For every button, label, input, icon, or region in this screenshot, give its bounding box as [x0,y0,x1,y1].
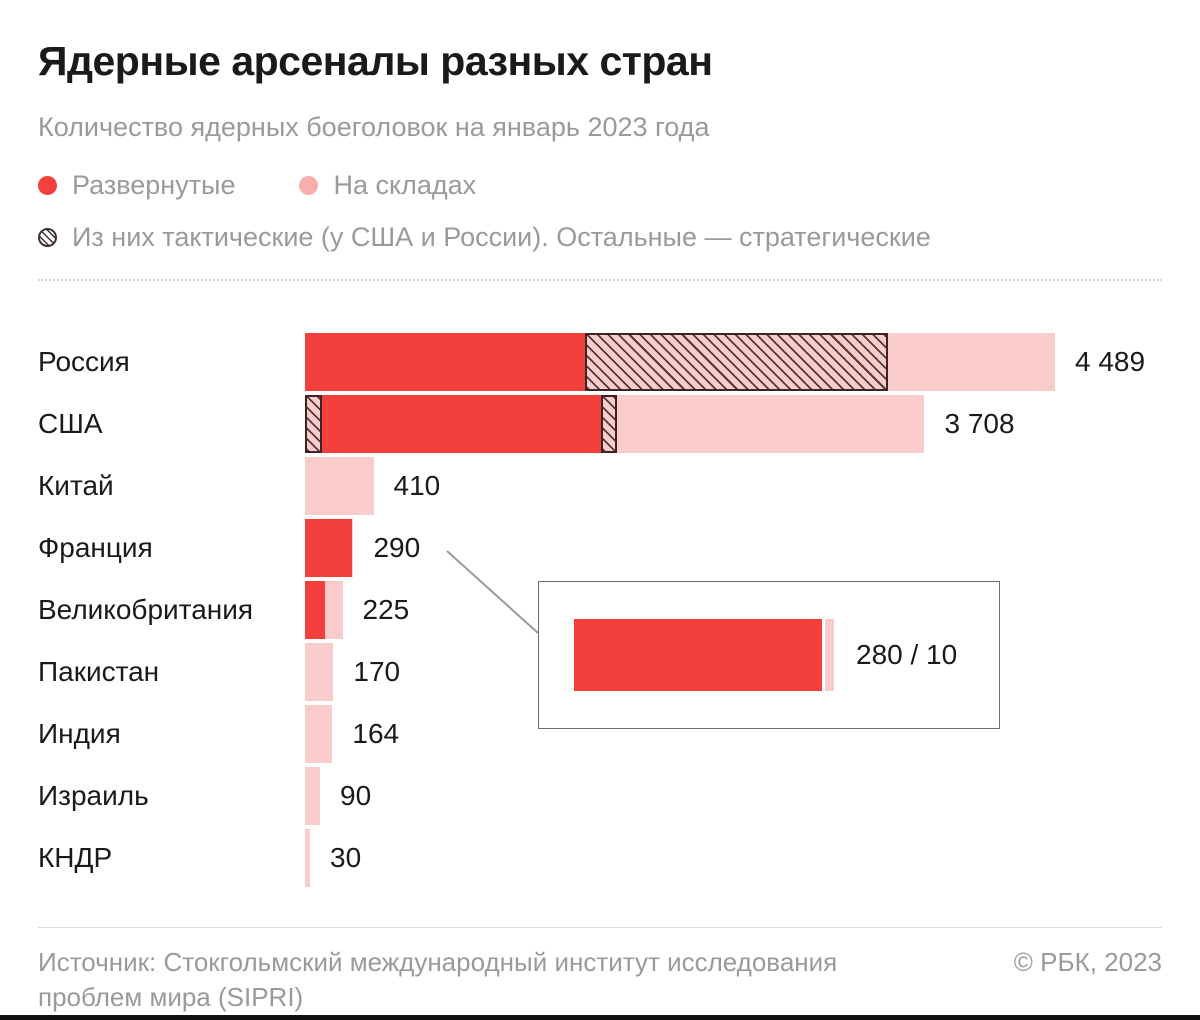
page-title: Ядерные арсеналы разных стран [38,38,713,84]
chart-rows: Россия 4 489 США 3 708 Китай 410 Франция 290 Вел… [38,331,1162,889]
legend-label-deployed: Развернутые [72,170,236,200]
callout-segment-deployed [574,619,822,691]
bar-segment-stored [325,581,343,639]
legend: Развернутые На складах [38,170,1162,201]
bar [305,829,310,887]
bar-value: 4 489 [1074,346,1146,377]
bar [305,519,354,577]
bar-value: 225 [362,594,410,625]
bar-segment-stored [305,643,334,701]
chart-row: Франция 290 [38,517,1162,579]
bar-segment-tactical [584,333,889,391]
chart-row: Китай 410 [38,455,1162,517]
bar-value: 3 708 [944,408,1015,439]
bar [305,767,320,825]
bar-segment-stored [305,457,374,515]
bar-segment-tactical [600,395,618,453]
chart-row: КНДР 30 [38,827,1162,889]
legend-item-stored: На складах [299,170,476,201]
bar-segment-deployed [305,333,585,391]
bar-value: 30 [330,842,362,873]
callout-value: 280 / 10 [856,639,958,670]
bar-segment-deployed [321,395,601,453]
country-label: Индия [38,718,121,749]
source-text: Источник: Стокгольмский международный ин… [38,947,838,1012]
bottom-black-bar [0,1015,1200,1020]
bar-value: 410 [393,470,441,501]
callout-box: 280 / 10 [538,581,1000,729]
chart-subtitle: Количество ядерных боеголовок на январь … [38,112,710,142]
callout-segment-stored [825,619,834,691]
bar-segment-deployed [305,581,325,639]
legend-label-stored: На складах [333,170,477,200]
bar-segment-stored [351,519,354,577]
chart-row: Пакистан 170 [38,641,1162,703]
bar-segment-stored [305,767,320,825]
bar-segment-stored [617,395,925,453]
country-label: КНДР [38,842,113,873]
bar-segment-deployed [305,519,352,577]
bar-segment-stored [305,705,333,763]
bar-value: 290 [373,532,421,563]
legend-item-tactical: Из них тактические (у США и России). Ост… [38,222,1162,253]
top-divider [38,279,1162,281]
chart-row: Израиль 90 [38,765,1162,827]
country-label: Россия [38,346,130,377]
legend-item-deployed: Развернутые [38,170,235,201]
bar [305,705,333,763]
callout-segment-gap [822,619,825,691]
country-label: Франция [38,532,153,563]
bar-value: 170 [353,656,401,687]
bar [305,581,343,639]
copyright-text: © РБК, 2023 [1013,947,1162,977]
bar-segment-stored [888,333,1055,391]
stored-dot-icon [299,176,319,195]
bar-value: 90 [340,780,372,811]
bar [305,457,374,515]
bar [305,643,334,701]
bottom-divider [38,927,1162,928]
chart-row: Россия 4 489 [38,331,1162,393]
bar [305,395,925,453]
callout-bar [574,619,834,691]
deployed-dot-icon [38,176,57,195]
country-label: США [38,408,103,439]
country-label: Израиль [38,780,149,811]
legend-label-tactical: Из них тактические (у США и России). Ост… [72,222,931,252]
bar-segment-stored [305,829,310,887]
chart-row: Индия 164 [38,703,1162,765]
country-label: Пакистан [38,656,160,687]
tactical-hatch-icon [38,228,57,247]
bar [305,333,1055,391]
chart-row: Великобритания 225 [38,579,1162,641]
bar-value: 164 [352,718,400,749]
chart: Россия 4 489 США 3 708 Китай 410 Франция 290 Вел… [38,331,1162,889]
country-label: Китай [38,470,114,501]
bar-segment-tactical [305,395,322,453]
footer: Источник: Стокгольмский международный ин… [38,928,1162,1015]
country-label: Великобритания [38,594,254,625]
chart-row: США 3 708 [38,393,1162,455]
